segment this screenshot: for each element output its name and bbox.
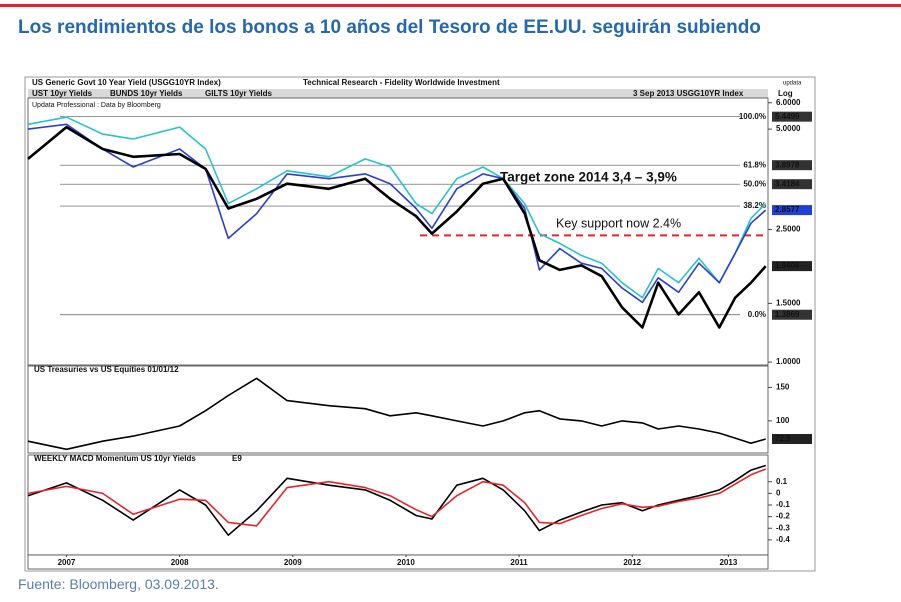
- x-tick-label: 2013: [719, 558, 737, 567]
- chart-publisher: Technical Research - Fidelity Worldwide …: [303, 78, 500, 87]
- y-tick-label: 1.0000: [776, 357, 801, 366]
- x-tick-label: 2012: [623, 558, 641, 567]
- series-line: [27, 377, 766, 451]
- fib-level-label: 0.0%: [748, 310, 766, 319]
- x-tick-label: 2007: [58, 558, 76, 567]
- x-tick-label: 2008: [171, 558, 189, 567]
- value-box: [772, 111, 812, 122]
- x-tick-label: 2009: [284, 558, 302, 567]
- series-line: [27, 116, 767, 299]
- y-tick-label: -0.4: [776, 535, 790, 544]
- y-tick-label: -0.1: [776, 500, 790, 509]
- series-line: [27, 125, 767, 329]
- y-tick-label: -0.3: [776, 523, 790, 532]
- legend-bar: [28, 89, 768, 98]
- y-tick-label: 0: [776, 488, 781, 497]
- legend-entry: GILTS 10yr Yields: [205, 89, 273, 98]
- panel-title: US Treasuries vs US Equities 01/01/12: [34, 365, 179, 374]
- value-box: [772, 261, 812, 272]
- chart-date: 3 Sep 2013 USGG10YR Index: [633, 89, 744, 98]
- legend-entry: UST 10yr Yields: [32, 89, 93, 98]
- value-box: [772, 434, 812, 445]
- fib-level-label: 38.2%: [743, 201, 766, 210]
- chart-credit: Updata Professional : Data by Bloomberg: [32, 102, 161, 109]
- panel-frame: [27, 97, 769, 366]
- x-tick-label: 2011: [510, 558, 528, 567]
- fib-level-label: 50.0%: [743, 179, 766, 188]
- x-tick-label: 2010: [397, 558, 415, 567]
- value-box-label: 3.4184: [775, 179, 800, 188]
- chart-title: US Generic Govt 10 Year Yield (USGG10YR …: [32, 78, 221, 87]
- chart-frame: [24, 76, 816, 572]
- source-note: Fuente: Bloomberg, 03.09.2013.: [18, 576, 219, 592]
- y-tick-label: 5.0000: [776, 124, 801, 133]
- annotation: Key support now 2.4%: [556, 217, 681, 231]
- value-box-label: 2.8577: [775, 205, 800, 214]
- value-box: [772, 309, 812, 320]
- value-box-label: 5.4499: [775, 112, 800, 121]
- value-box-label: 1.3869: [775, 310, 800, 319]
- scale-label: Log: [778, 89, 793, 98]
- value-box: [772, 205, 812, 216]
- value-box-label: 72.9: [775, 434, 791, 443]
- value-box: [772, 160, 812, 171]
- value-box-label: 3.8978: [775, 160, 800, 169]
- chart: US Generic Govt 10 Year Yield (USGG10YR …: [24, 76, 816, 572]
- y-tick-label: 0.1: [776, 477, 788, 486]
- value-box: [772, 179, 812, 190]
- y-tick-label: 100: [776, 416, 790, 425]
- series-line: [27, 468, 766, 527]
- fib-level-label: 100.0%: [739, 112, 766, 121]
- value-box-label: 1.9406: [775, 261, 800, 270]
- annotation: Target zone 2014 3,4 – 3,9%: [500, 170, 677, 185]
- brand: updata: [783, 81, 802, 87]
- y-tick-label: 1.5000: [776, 299, 801, 308]
- y-tick-label: 150: [776, 383, 790, 392]
- page-title: Los rendimientos de los bonos a 10 años …: [18, 17, 761, 38]
- legend-entry: E9: [232, 454, 242, 463]
- y-tick-label: 6.0000: [776, 98, 801, 107]
- panel-frame: [27, 365, 769, 454]
- y-tick-label: -0.2: [776, 512, 790, 521]
- fib-level-label: 61.8%: [743, 160, 766, 169]
- top-rule: [0, 4, 901, 7]
- series-line: [27, 464, 766, 536]
- y-tick-label: 2.5000: [776, 225, 801, 234]
- legend-entry: BUNDS 10yr Yields: [110, 89, 183, 98]
- x-axis-band: [27, 554, 769, 570]
- panel-title: WEEKLY MACD Momentum US 10yr Yields: [34, 454, 196, 463]
